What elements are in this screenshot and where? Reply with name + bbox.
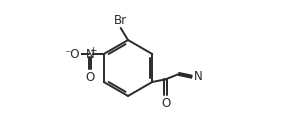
Text: +: +	[89, 46, 96, 55]
Text: N: N	[194, 70, 202, 83]
Text: Br: Br	[113, 14, 127, 27]
Text: O: O	[161, 97, 170, 110]
Text: O: O	[85, 71, 94, 84]
Text: N: N	[86, 47, 94, 61]
Text: ⁻O: ⁻O	[64, 47, 80, 61]
